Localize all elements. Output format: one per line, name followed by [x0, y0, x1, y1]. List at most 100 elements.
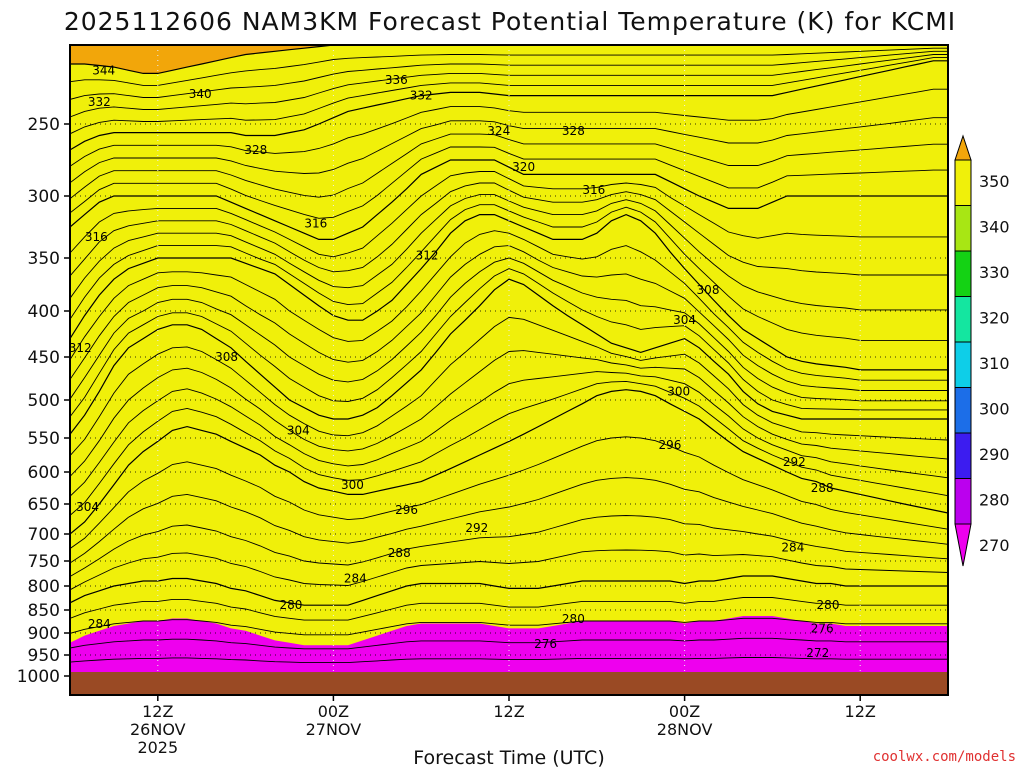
- contour-label: 316: [582, 183, 605, 197]
- contour-label: 312: [69, 341, 92, 355]
- x-tick-label: 12Z: [845, 702, 876, 721]
- contour-line-minor: [70, 350, 948, 477]
- contour-line-340: [70, 45, 948, 74]
- contour-line-minor: [70, 257, 948, 402]
- x-tick-label: 2025: [137, 738, 178, 757]
- contour-line-290: [70, 389, 948, 535]
- contour-label: 272: [806, 646, 829, 660]
- contour-label: 292: [783, 455, 806, 469]
- ground-surface: [70, 672, 948, 695]
- y-tick-label: 300: [28, 187, 60, 207]
- contour-label: 312: [416, 249, 439, 263]
- y-tick-label: 350: [28, 249, 60, 269]
- contour-line-minor: [70, 133, 948, 200]
- colorbar-label: 280: [979, 491, 1010, 510]
- contour-label: 276: [811, 621, 834, 635]
- contour-label: 288: [811, 481, 834, 495]
- y-tick-label: 700: [28, 525, 60, 545]
- y-tick-label: 950: [28, 646, 60, 666]
- contour-line-minor: [70, 268, 948, 417]
- y-tick-label: 600: [28, 463, 60, 483]
- dotted-gridlines: [70, 45, 948, 695]
- y-tick-label: 900: [28, 624, 60, 644]
- x-tick-label: 00Z: [318, 702, 349, 721]
- contour-line-minor: [70, 146, 948, 219]
- x-tick-label: 12Z: [493, 702, 524, 721]
- y-tick-label: 800: [28, 577, 60, 597]
- colorbar-swatch: [954, 205, 972, 252]
- contour-label: 296: [659, 438, 682, 452]
- x-tick-label: 28NOV: [657, 720, 713, 739]
- contour-line-320: [70, 159, 948, 240]
- contour-line-280: [70, 575, 948, 606]
- contour-line-minor: [70, 171, 948, 258]
- y-tick-label: 750: [28, 552, 60, 572]
- contour-label: 280: [280, 598, 303, 612]
- contour-line-minor: [70, 637, 948, 650]
- contour-label: 308: [697, 283, 720, 297]
- contour-label: 296: [395, 503, 418, 517]
- contour-label: 308: [215, 350, 238, 364]
- watermark-text: coolwx.com/models: [873, 749, 1016, 765]
- y-tick-label: 500: [28, 391, 60, 411]
- x-tick-label: 12Z: [142, 702, 173, 721]
- y-tick-label: 850: [28, 601, 60, 621]
- contour-line-minor: [70, 316, 948, 457]
- y-tick-label: 400: [28, 302, 60, 322]
- contour-label: 284: [344, 572, 367, 586]
- contour-line-minor: [70, 597, 948, 621]
- contour-line-300: [70, 278, 948, 435]
- y-tick-label: 450: [28, 348, 60, 368]
- colorbar-swatch: [954, 159, 972, 206]
- y-tick-label: 1000: [17, 667, 60, 687]
- colorbar-label: 290: [979, 445, 1010, 464]
- contour-label: 316: [304, 216, 327, 230]
- colorbar-swatch: [954, 341, 972, 388]
- colorbar-label: 310: [979, 354, 1010, 373]
- contour-label: 344: [92, 63, 115, 77]
- contour-line-minor: [70, 477, 948, 564]
- colorbar-label: 320: [979, 309, 1010, 328]
- contour-label: 340: [189, 87, 212, 101]
- colorbar-swatch: [954, 432, 972, 479]
- contour-label: 332: [410, 89, 433, 103]
- contour-label: 316: [85, 230, 108, 244]
- colorbar-swatch: [954, 296, 972, 343]
- contour-line-minor: [70, 380, 948, 516]
- contour-label: 320: [512, 160, 535, 174]
- contour-label: 276: [534, 637, 557, 651]
- chart-title: 2025112606 NAM3KM Forecast Potential Tem…: [64, 7, 956, 36]
- contour-label: 328: [244, 143, 267, 157]
- colorbar-label: 330: [979, 263, 1010, 282]
- contour-label: 288: [388, 546, 411, 560]
- colorbar-arrow-top: [954, 134, 972, 161]
- x-tick-label: 00Z: [669, 702, 700, 721]
- colorbar-swatch: [954, 387, 972, 434]
- x-tick-label: 26NOV: [130, 720, 186, 739]
- contour-label: 280: [562, 612, 585, 626]
- colorbar-label: 350: [979, 172, 1010, 191]
- x-axis-label: Forecast Time (UTC): [413, 747, 604, 768]
- contour-label: 304: [76, 500, 99, 514]
- contour-label: 304: [287, 423, 310, 437]
- contour-label: 304: [673, 313, 696, 327]
- contour-line-minor: [70, 230, 948, 381]
- contour-label: 328: [562, 124, 585, 138]
- contour-line-minor: [70, 371, 948, 497]
- colorbar-arrow-bottom: [954, 523, 972, 567]
- x-tick-label: 27NOV: [306, 720, 362, 739]
- y-tick-label: 250: [28, 115, 60, 135]
- contour-label: 332: [88, 95, 111, 109]
- contour-line-minor: [70, 549, 948, 591]
- contour-label: 292: [465, 521, 488, 535]
- colorbar-swatch: [954, 250, 972, 297]
- y-tick-label: 650: [28, 495, 60, 515]
- colorbar-swatch: [954, 478, 972, 525]
- contour-label: 336: [385, 73, 408, 87]
- contour-label: 284: [88, 617, 111, 631]
- colorbar-label: 340: [979, 218, 1010, 237]
- colorbar-label: 300: [979, 400, 1010, 419]
- contour-line-minor: [70, 515, 948, 577]
- contour-label: 324: [487, 124, 510, 138]
